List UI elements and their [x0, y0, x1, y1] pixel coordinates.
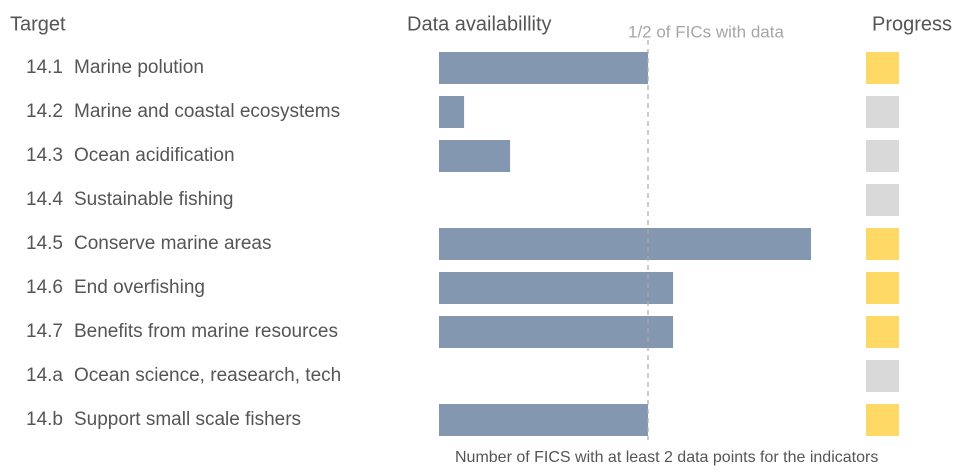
target-name: Benefits from marine resources [74, 321, 338, 342]
availability-header: Data availabillity [407, 13, 552, 35]
progress-indicator [866, 272, 899, 304]
reference-label: 1/2 of FICs with data [628, 22, 784, 41]
bar [439, 272, 674, 304]
target-code: 14.4 [26, 189, 63, 210]
target-name: Sustainable fishing [74, 189, 234, 210]
bar [439, 96, 465, 128]
progress-header: Progress [872, 13, 952, 35]
target-name: Conserve marine areas [74, 233, 271, 254]
progress-indicator [866, 140, 899, 172]
target-name: Marine and coastal ecosystems [74, 101, 340, 122]
bar [439, 140, 511, 172]
target-code: 14.7 [26, 321, 63, 342]
target-code: 14.5 [26, 233, 63, 254]
bar [439, 404, 648, 436]
target-name: Ocean science, reasearch, tech [74, 365, 341, 386]
progress-indicator [866, 316, 899, 348]
bar [439, 228, 812, 260]
target-code: 14.b [26, 409, 63, 430]
progress-indicator [866, 404, 899, 436]
target-code: 14.3 [26, 145, 63, 166]
x-axis-label: Number of FICS with at least 2 data poin… [455, 449, 878, 466]
progress-indicator [866, 228, 899, 260]
progress-indicator [866, 360, 899, 392]
target-code: 14.2 [26, 101, 63, 122]
target-name: Ocean acidification [74, 145, 235, 166]
progress-indicator [866, 184, 899, 216]
target-code: 14.a [26, 365, 63, 386]
target-name: Marine polution [74, 57, 204, 78]
bar [439, 52, 648, 84]
bar [439, 316, 674, 348]
target-header: Target [10, 13, 66, 35]
target-code: 14.6 [26, 277, 63, 298]
target-code: 14.1 [26, 57, 63, 78]
target-name: Support small scale fishers [74, 409, 301, 430]
progress-indicator [866, 96, 899, 128]
target-name: End overfishing [74, 277, 205, 298]
progress-indicator [866, 52, 899, 84]
